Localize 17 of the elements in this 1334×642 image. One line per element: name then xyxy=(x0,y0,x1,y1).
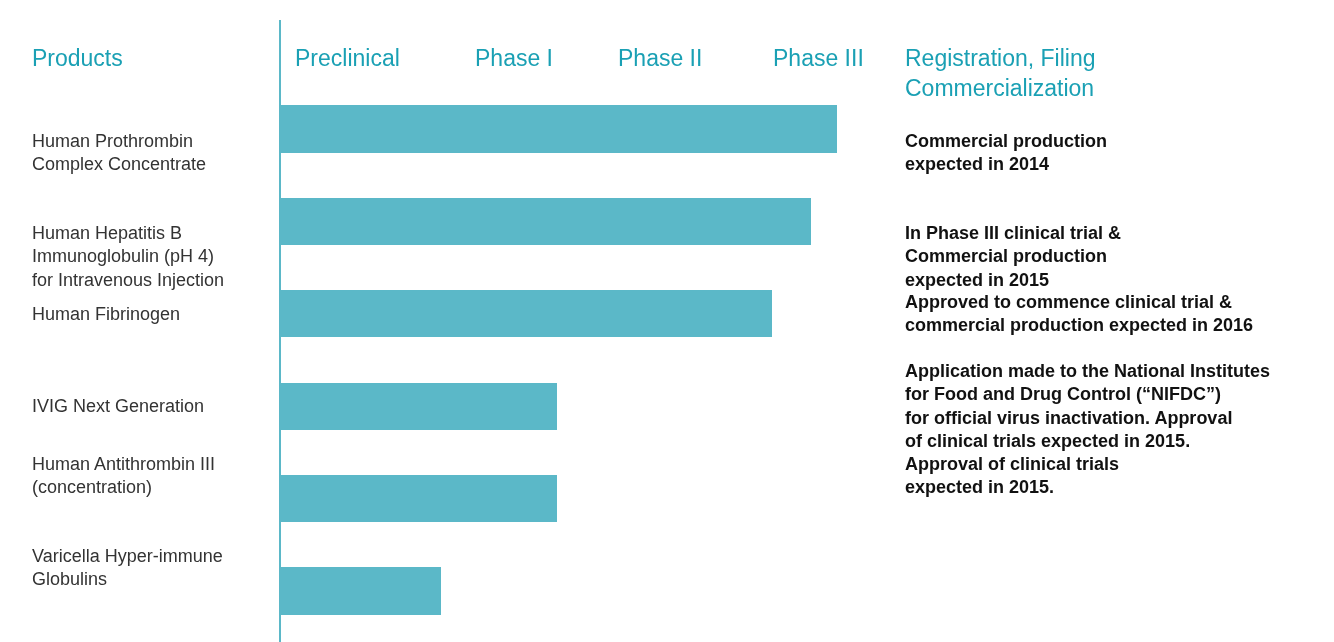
y-tick-label: Human Fibrinogen xyxy=(32,304,181,324)
text: Commercial production expected in 2014 xyxy=(905,131,1108,175)
y-tick-label: Varicella Hyper-immune Globulins xyxy=(32,546,223,590)
y-tick-label: Human Prothrombin Complex Concentrate xyxy=(32,131,207,175)
y-tick-label: Human Hepatitis B Immunoglobulin (pH 4) for Intravenous Injection xyxy=(32,223,225,290)
text: Approval of clinical trials expected in 2015. xyxy=(905,454,1120,498)
text: In Phase III clinical trial & Commercial production expected in 2015 xyxy=(905,223,1122,290)
text: Preclinical xyxy=(295,45,400,71)
text: Approved to commence clinical trial & commercial production expected in 2016 xyxy=(905,292,1254,336)
y-tick-label: IVIG Next Generation xyxy=(32,396,205,416)
y-tick-label: Human Antithrombin III (concentration) xyxy=(32,454,216,498)
text: Phase I xyxy=(475,45,553,71)
y-axis-title: Products xyxy=(32,45,123,71)
text: Phase III xyxy=(773,45,864,71)
text: Registration, Filing Commercialization xyxy=(905,45,1096,101)
text: Application made to the National Institutes for Food and Drug Control (“NIFDC”) for official virus inactivation. Approval of clinical trials expected in 2015. xyxy=(905,361,1271,452)
text: Phase II xyxy=(618,45,703,71)
